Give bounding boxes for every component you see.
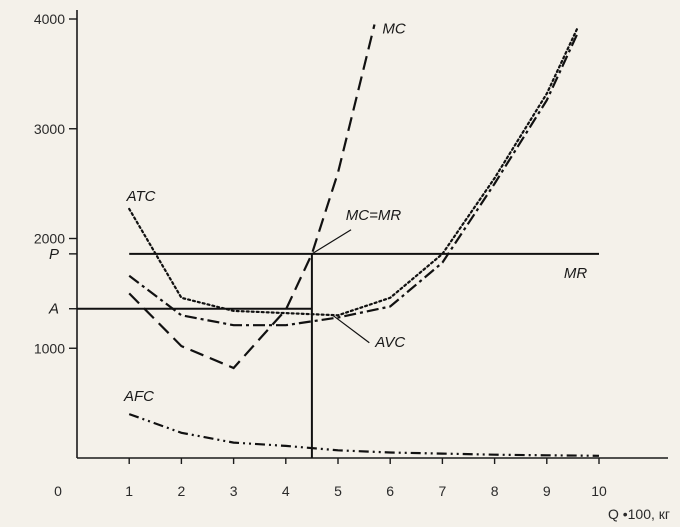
- x-tick-label: 9: [543, 483, 551, 499]
- x-tick-label: 5: [334, 483, 342, 499]
- curve-label-avc: AVC: [374, 334, 405, 351]
- curve-label-afc: AFC: [123, 388, 154, 405]
- curve-label-mr: MR: [564, 265, 587, 282]
- ticks: 0 1 2 3 4 5 6 7 8 9 10 1000 2000 3000 4000: [34, 11, 607, 499]
- x-tick-label: 1: [125, 483, 133, 499]
- x-tick-label: 0: [54, 483, 62, 499]
- annotation-leader-line: [311, 229, 352, 255]
- x-tick-label: 8: [491, 483, 499, 499]
- curve-atc: [128, 25, 580, 317]
- y-marker-label: P: [49, 246, 59, 263]
- x-tick-label: 2: [178, 483, 186, 499]
- price-markers: PA: [48, 246, 313, 458]
- annotation-mc-equals-mr: MC=MR: [346, 207, 402, 224]
- y-tick-label: 2000: [34, 231, 65, 247]
- y-marker-label: A: [48, 301, 59, 318]
- x-tick-label: 3: [230, 483, 238, 499]
- avc-leader-line: [332, 314, 370, 344]
- curves: [128, 24, 600, 457]
- curve-mc: [128, 24, 376, 370]
- y-tick-label: 3000: [34, 121, 65, 137]
- curve-label-atc: ATC: [126, 188, 156, 205]
- curve-avc: [128, 31, 580, 327]
- x-tick-label: 7: [439, 483, 447, 499]
- x-tick-label: 4: [282, 483, 290, 499]
- x-axis-label: Q •100, кг: [608, 506, 670, 522]
- x-tick-label: 10: [591, 483, 607, 499]
- curve-label-mc: MC: [382, 20, 405, 37]
- y-tick-label: 4000: [34, 11, 65, 27]
- curve-afc: [128, 413, 600, 457]
- curve-labels: MC ATC AVC AFC MR MC=MR: [123, 20, 587, 405]
- y-tick-label: 1000: [34, 340, 65, 356]
- axes: [76, 10, 668, 459]
- x-tick-label: 6: [386, 483, 394, 499]
